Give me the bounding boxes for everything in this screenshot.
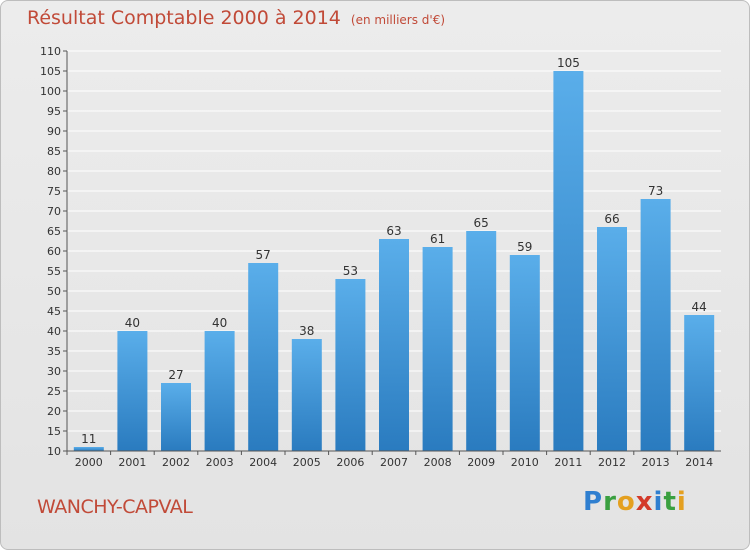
bar — [597, 227, 627, 451]
x-tick-label: 2014 — [685, 456, 713, 469]
y-tick-label: 10 — [47, 445, 61, 458]
x-tick-label: 2004 — [249, 456, 277, 469]
bar-value-label: 40 — [125, 316, 140, 330]
x-tick-label: 2003 — [206, 456, 234, 469]
y-tick-label: 65 — [47, 225, 61, 238]
bar — [684, 315, 715, 451]
bar-value-label: 105 — [557, 56, 580, 70]
bar-value-label: 11 — [81, 432, 96, 446]
bar — [509, 255, 540, 451]
bar — [248, 263, 279, 451]
bar-value-label: 40 — [212, 316, 227, 330]
chart-title: Résultat Comptable 2000 à 2014 (en millie… — [27, 7, 445, 29]
logo-letter: P — [583, 487, 604, 517]
x-tick-label: 2010 — [511, 456, 539, 469]
bar-value-label: 44 — [692, 300, 707, 314]
bar-value-label: 66 — [604, 212, 619, 226]
bar — [73, 447, 104, 451]
x-tick-label: 2000 — [75, 456, 103, 469]
y-tick-label: 110 — [40, 45, 61, 58]
bar-value-label: 27 — [168, 368, 183, 382]
bar-value-label: 57 — [256, 248, 271, 262]
bar-value-label: 38 — [299, 324, 314, 338]
y-tick-label: 45 — [47, 305, 61, 318]
y-tick-label: 90 — [47, 125, 61, 138]
y-tick-label: 25 — [47, 385, 61, 398]
data-labels: 11 40 27 40 57 38 53 63 61 65 59 105 66 73 44 — [81, 56, 707, 446]
x-tick-label: 2001 — [118, 456, 146, 469]
logo-letter: i — [676, 487, 687, 517]
logo-letter: i — [653, 487, 664, 517]
x-tick-label: 2002 — [162, 456, 190, 469]
x-tick-label: 2011 — [554, 456, 582, 469]
bar — [553, 71, 584, 451]
chart-title-text: Résultat Comptable 2000 à 2014 — [27, 7, 341, 29]
bar-value-label: 73 — [648, 184, 663, 198]
bar-value-label: 65 — [474, 216, 489, 230]
y-tick-label: 80 — [47, 165, 61, 178]
bar-chart: 11 40 27 40 57 38 53 63 61 65 59 105 66 73 44 10 15 20 25… — [40, 45, 721, 469]
bar — [379, 239, 409, 451]
x-tick-label: 2013 — [642, 456, 670, 469]
bar-value-label: 53 — [343, 264, 358, 278]
y-tick-label: 40 — [47, 325, 61, 338]
bar — [204, 331, 235, 451]
bar-value-label: 63 — [386, 224, 401, 238]
y-tick-label: 100 — [40, 85, 61, 98]
bar-value-label: 61 — [430, 232, 445, 246]
bar — [640, 199, 671, 451]
bar — [466, 231, 497, 451]
chart-subtitle: (en milliers d'€) — [350, 13, 446, 27]
x-tick-label: 2012 — [598, 456, 626, 469]
bar — [422, 247, 453, 451]
logo-letter: r — [603, 487, 617, 517]
y-tick-label: 85 — [47, 145, 61, 158]
x-tick-label: 2006 — [336, 456, 364, 469]
bar-value-label: 59 — [517, 240, 532, 254]
bar — [117, 331, 148, 451]
x-tick-label: 2005 — [293, 456, 321, 469]
y-tick-label: 95 — [47, 105, 61, 118]
x-tick-label: 2009 — [467, 456, 495, 469]
y-tick-label: 20 — [47, 405, 61, 418]
y-tick-label: 50 — [47, 285, 61, 298]
logo-letter: o — [616, 487, 636, 517]
bars — [73, 71, 715, 451]
y-tick-label: 30 — [47, 365, 61, 378]
bar — [161, 383, 191, 451]
x-tick-label: 2008 — [424, 456, 452, 469]
y-tick-label: 70 — [47, 205, 61, 218]
y-tick-label: 60 — [47, 245, 61, 258]
commune-name: WANCHY-CAPVAL — [37, 496, 193, 518]
y-tick-label: 55 — [47, 265, 61, 278]
y-tick-label: 35 — [47, 345, 61, 358]
proxiti-logo: Proxiti — [583, 487, 687, 517]
logo-letter: t — [663, 487, 677, 517]
y-tick-label: 75 — [47, 185, 61, 198]
y-tick-label: 15 — [47, 425, 61, 438]
y-tick-label: 105 — [40, 65, 61, 78]
bar — [291, 339, 322, 451]
axes: 10 15 20 25 30 35 40 45 50 55 60 65 70 75 80 85 90 95 100 1… — [40, 45, 721, 469]
logo-letter: x — [635, 487, 654, 517]
bar — [335, 279, 366, 451]
x-tick-label: 2007 — [380, 456, 408, 469]
